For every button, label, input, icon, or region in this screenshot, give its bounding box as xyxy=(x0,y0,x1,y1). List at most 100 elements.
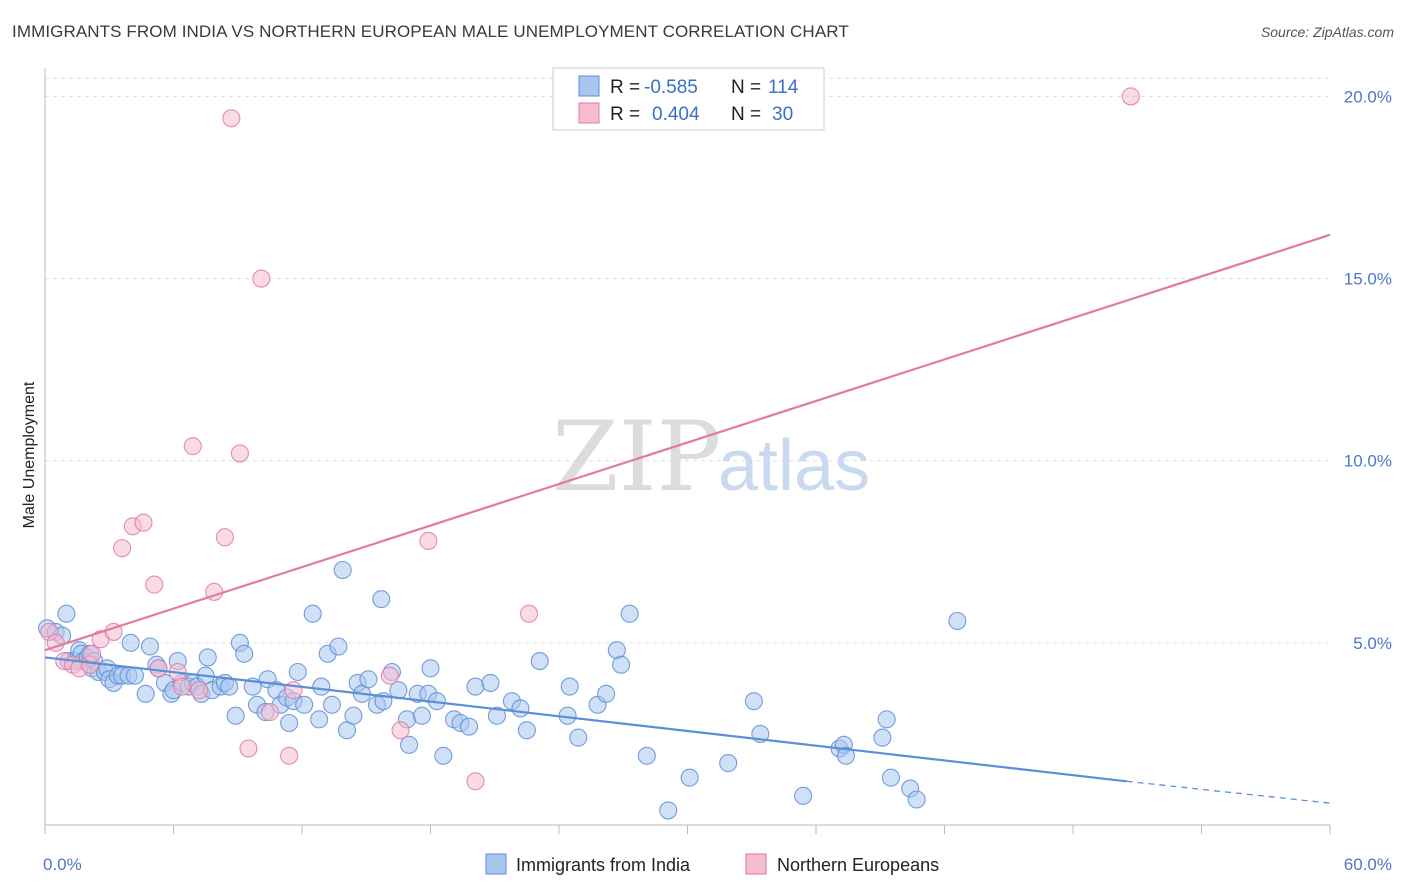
point-india xyxy=(659,801,678,820)
point-northern xyxy=(149,659,168,678)
y-tick-label: 15.0% xyxy=(1344,270,1392,289)
point-india xyxy=(877,710,896,729)
point-india xyxy=(597,684,616,703)
point-northern xyxy=(280,746,299,765)
point-india xyxy=(612,655,631,674)
point-northern xyxy=(419,531,438,550)
legend-r-value-india: -0.585 xyxy=(644,77,698,98)
legend-n-value-india: 114 xyxy=(768,77,799,98)
x-tick-label: 60.0% xyxy=(1344,855,1392,874)
y-tick-labels: 5.0% 10.0% 15.0% 20.0% xyxy=(1344,87,1392,652)
point-northern xyxy=(252,269,271,288)
legend-r-label-india: R = xyxy=(610,77,640,98)
point-india xyxy=(569,728,588,747)
legend-n-value-northern: 30 xyxy=(772,104,793,125)
point-northern xyxy=(391,721,410,740)
point-northern xyxy=(173,677,192,696)
axes xyxy=(44,68,1331,834)
series-swatch-india xyxy=(485,853,507,875)
point-india xyxy=(372,590,391,609)
correlation-legend: R = -0.585 N = 114 R = 0.404 N = 30 xyxy=(552,67,825,131)
point-india xyxy=(280,713,299,733)
watermark-atlas: atlas xyxy=(718,426,870,506)
y-tick-label: 10.0% xyxy=(1344,452,1392,471)
trend-lines xyxy=(44,233,1331,804)
point-india xyxy=(421,659,440,678)
watermark-zip: ZIP xyxy=(552,401,721,513)
point-india xyxy=(140,637,159,656)
point-northern xyxy=(190,681,209,700)
point-india xyxy=(121,633,140,652)
point-india xyxy=(560,677,579,696)
point-northern xyxy=(1121,87,1140,106)
legend-r-value-northern: 0.404 xyxy=(652,104,700,125)
point-india xyxy=(310,710,329,729)
point-northern xyxy=(113,539,132,558)
data-points xyxy=(38,87,1140,820)
point-india xyxy=(322,695,342,714)
grid-lines xyxy=(45,77,1330,644)
point-india xyxy=(517,721,536,740)
point-northern xyxy=(183,437,202,456)
point-india xyxy=(303,604,322,623)
point-northern xyxy=(466,772,485,791)
chart-source: Source: ZipAtlas.com xyxy=(1260,24,1394,40)
point-northern xyxy=(519,604,539,623)
point-northern xyxy=(134,513,153,532)
point-india xyxy=(481,673,500,692)
point-india xyxy=(400,735,419,754)
point-northern xyxy=(230,444,249,463)
point-northern xyxy=(145,575,164,594)
series-label-india: Immigrants from India xyxy=(516,855,691,875)
point-india xyxy=(312,677,331,696)
legend-n-label-northern: N = xyxy=(731,104,761,125)
point-india xyxy=(329,637,348,656)
point-india xyxy=(620,604,639,623)
point-india xyxy=(57,604,76,623)
legend-r-label-northern: R = xyxy=(610,104,640,125)
point-india xyxy=(719,754,738,773)
point-india xyxy=(836,746,856,765)
point-india xyxy=(220,677,239,696)
point-india xyxy=(744,692,763,711)
point-india xyxy=(412,706,431,725)
point-india xyxy=(344,706,363,725)
point-india xyxy=(907,790,926,809)
point-india xyxy=(434,746,453,765)
x-tick-labels: 0.0% 60.0% xyxy=(43,855,1392,874)
point-india xyxy=(226,706,245,725)
watermark: ZIP atlas xyxy=(552,401,870,513)
point-india xyxy=(948,611,967,631)
point-india xyxy=(459,717,479,736)
series-legend: Immigrants from India Northern Europeans xyxy=(485,853,939,875)
point-northern xyxy=(222,109,241,128)
legend-n-label-india: N = xyxy=(731,77,761,98)
legend-swatch-northern xyxy=(578,102,600,124)
trend-line-india xyxy=(44,656,1127,783)
series-swatch-northern xyxy=(745,853,767,875)
chart-title: IMMIGRANTS FROM INDIA VS NORTHERN EUROPE… xyxy=(12,22,849,41)
point-india xyxy=(136,684,155,703)
y-tick-label: 5.0% xyxy=(1353,634,1392,653)
point-india xyxy=(530,652,549,671)
point-northern xyxy=(239,739,258,758)
point-india xyxy=(359,670,378,689)
y-axis-label: Male Unemployment xyxy=(21,381,38,528)
point-india xyxy=(333,560,352,580)
point-india xyxy=(511,699,530,718)
point-india xyxy=(198,648,217,667)
point-india xyxy=(881,768,901,787)
point-northern xyxy=(215,528,234,547)
point-northern xyxy=(260,703,279,722)
legend-swatch-india xyxy=(578,75,600,97)
series-label-northern: Northern Europeans xyxy=(777,855,939,875)
point-india xyxy=(637,746,656,765)
point-india xyxy=(794,786,813,805)
point-india xyxy=(487,706,506,725)
point-india xyxy=(295,695,314,714)
trend-line-northern xyxy=(44,233,1331,652)
point-india xyxy=(235,644,254,663)
point-northern xyxy=(380,666,399,685)
point-india xyxy=(288,662,307,682)
